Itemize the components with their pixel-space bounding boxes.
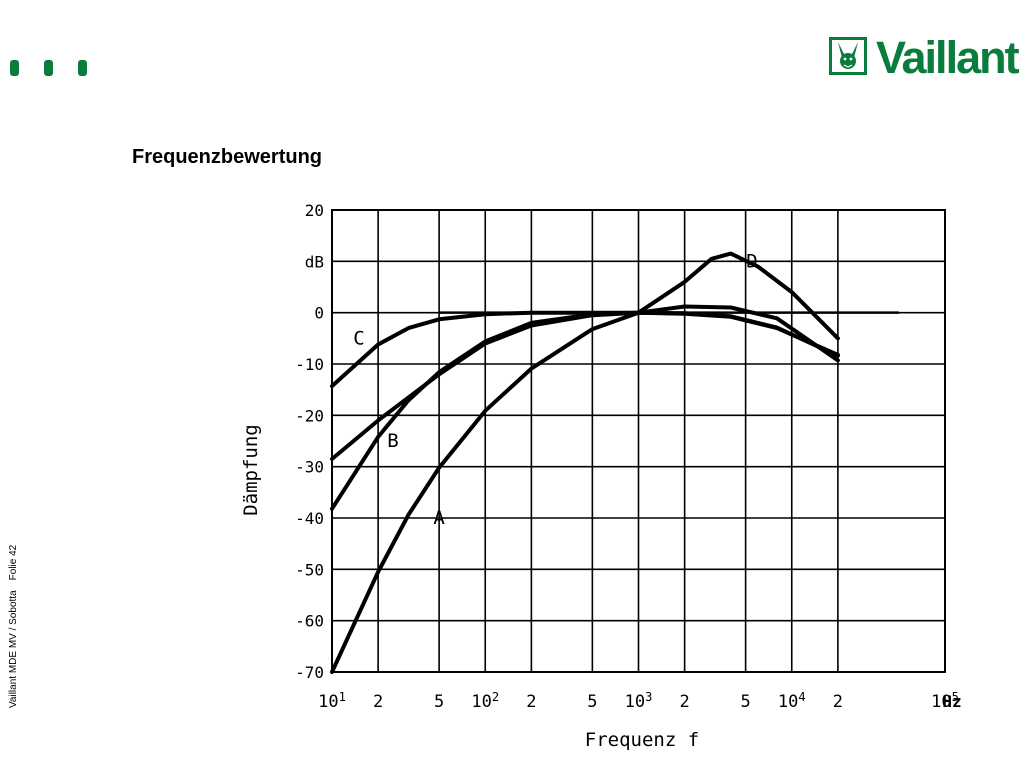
vaillant-logo: Vaillant [828, 32, 1020, 83]
series-lines [330, 251, 840, 674]
x-axis-label: Frequenz f [585, 729, 699, 751]
y-axis-label: Dämpfung [240, 424, 262, 516]
y-tick-label: -20 [295, 406, 324, 425]
curve-label-a: A [433, 507, 445, 529]
x-tick-label: 5 [434, 692, 444, 712]
x-tick-label: 103 [625, 690, 653, 712]
y-tick-label: -70 [295, 663, 324, 682]
x-tick-label: 102 [471, 690, 499, 712]
y-tick-label: -40 [295, 509, 324, 528]
y-tick-label: -50 [295, 560, 324, 579]
y-tick-label: -60 [295, 612, 324, 631]
curve-c [330, 310, 840, 389]
x-tick-label: 2 [373, 692, 383, 712]
series-labels: A B C D [353, 250, 757, 529]
y-tick-label: -10 [295, 355, 324, 374]
page-title: Frequenzbewertung [132, 146, 323, 168]
x-unit-label: Hz [942, 692, 961, 711]
dot-icon [44, 60, 53, 76]
x-tick-label: 101 [318, 690, 346, 712]
curve-b [330, 310, 840, 511]
brand-wordmark: Vaillant [876, 32, 1020, 83]
curve-label-c: C [353, 327, 364, 349]
x-tick-labels: 101 2 5 102 2 5 103 2 5 104 2 105 [318, 690, 959, 712]
x-tick-label: 2 [680, 692, 690, 712]
x-tick-label: 5 [587, 692, 597, 712]
curve-a [330, 304, 840, 674]
x-tick-label: 2 [526, 692, 536, 712]
dot-icon [78, 60, 87, 76]
y-tick-label: 20 [305, 201, 324, 220]
x-tick-label: 104 [778, 690, 806, 712]
y-tick-label: 0 [314, 304, 324, 323]
x-tick-label: 5 [740, 692, 750, 712]
chart-grid [331, 209, 946, 673]
curve-label-b: B [387, 430, 398, 452]
curve-d [330, 251, 840, 461]
y-tick-label: -30 [295, 458, 324, 477]
y-tick-label: dB [305, 252, 324, 271]
y-tick-labels: 20 dB 0 -10 -20 -30 -40 -50 -60 -70 [295, 201, 324, 682]
curve-label-d: D [746, 250, 757, 272]
hare-logo-icon [829, 37, 867, 75]
x-tick-label: 2 [833, 692, 843, 712]
dot-icon [10, 60, 19, 76]
